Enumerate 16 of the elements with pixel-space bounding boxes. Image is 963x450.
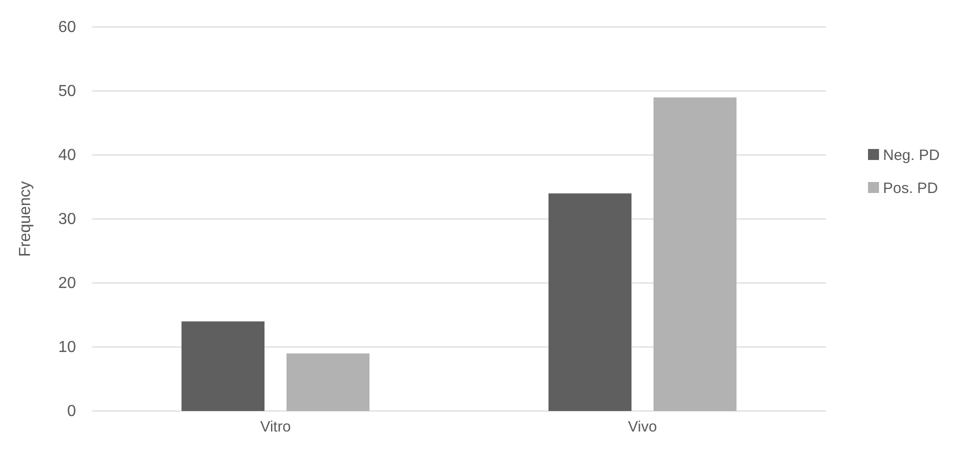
y-tick-label: 10 bbox=[58, 339, 76, 356]
y-tick-label: 40 bbox=[58, 147, 76, 164]
x-tick-label: Vitro bbox=[260, 418, 291, 436]
y-tick-label: 50 bbox=[58, 83, 76, 100]
bar bbox=[286, 353, 370, 411]
bar bbox=[654, 97, 736, 411]
x-tick-label: Vivo bbox=[628, 418, 657, 436]
y-axis-title: Frequency bbox=[17, 181, 34, 257]
y-tick-label: 20 bbox=[58, 275, 76, 292]
y-tick-label: 0 bbox=[67, 403, 76, 420]
bar bbox=[548, 193, 632, 411]
bar bbox=[182, 321, 264, 411]
legend-label: Pos. PD bbox=[883, 180, 938, 197]
y-tick-label: 30 bbox=[58, 211, 76, 228]
legend-label: Neg. PD bbox=[883, 147, 940, 164]
y-tick-label: 60 bbox=[58, 19, 76, 36]
